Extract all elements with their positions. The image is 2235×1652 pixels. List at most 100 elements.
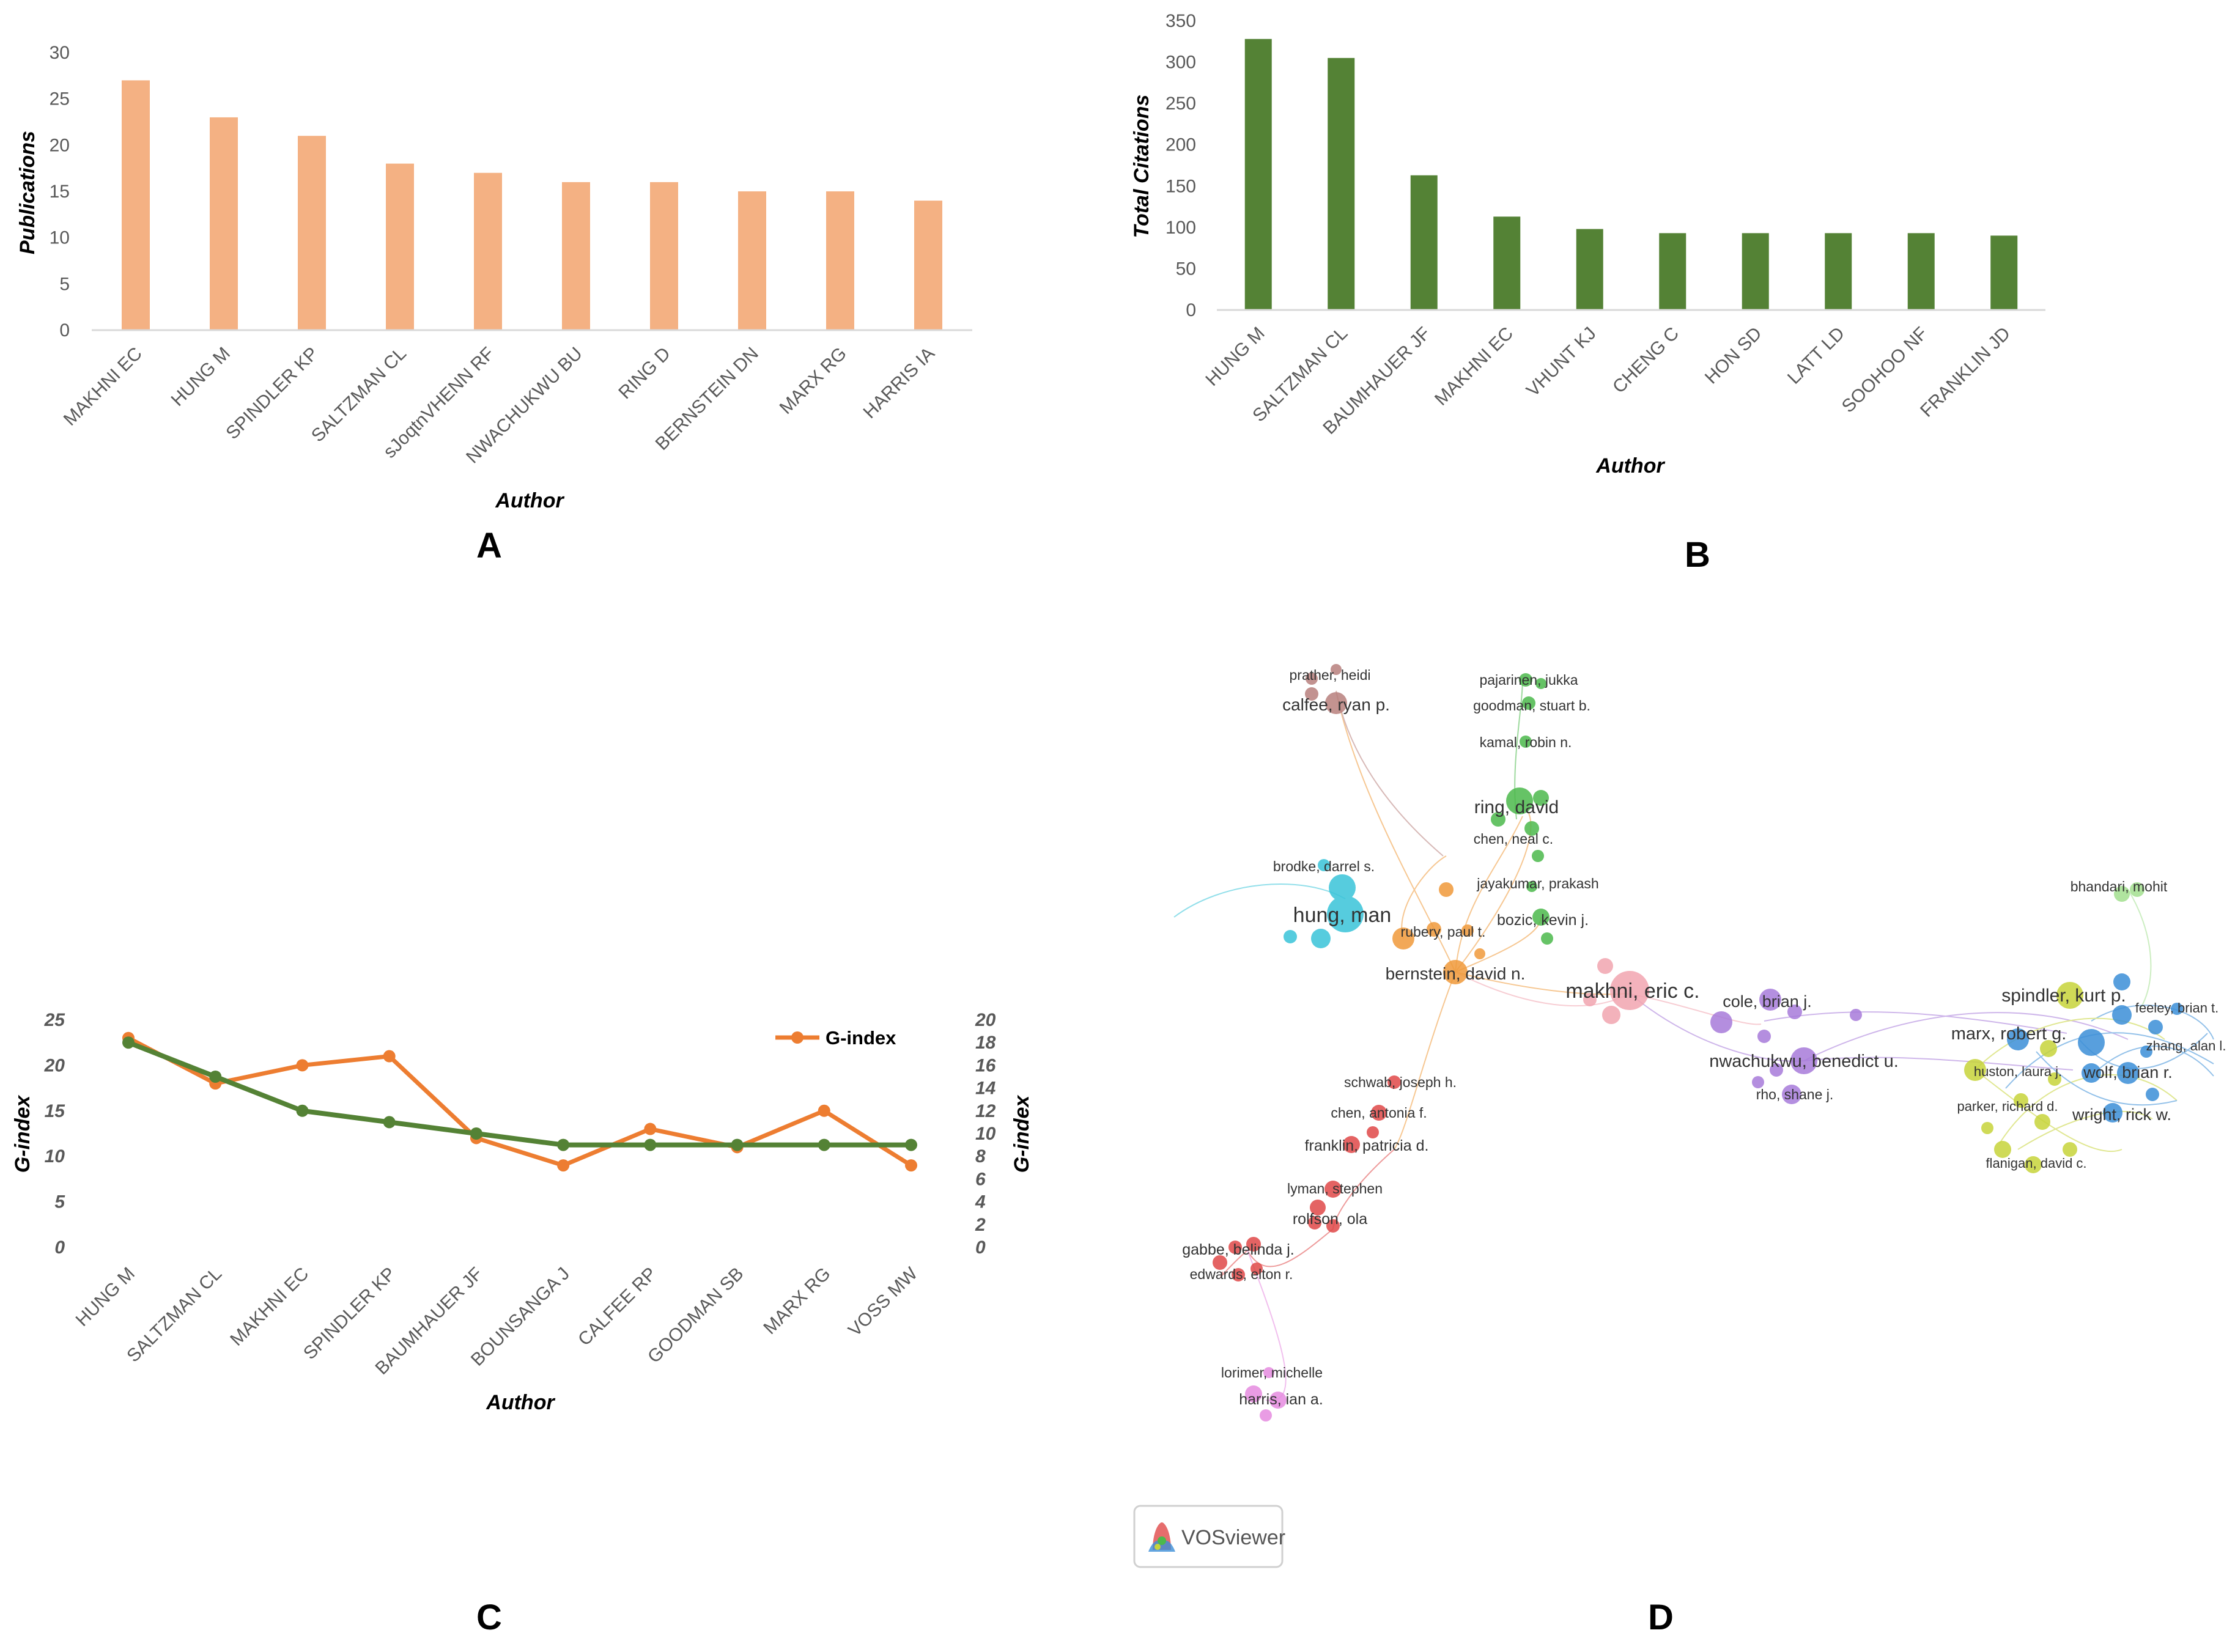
node [1602,1006,1620,1024]
b-bar [1742,233,1769,310]
b-x-axis-title: Author [1595,454,1665,478]
b-y-tick: 200 [1166,135,1196,155]
node [1318,859,1330,871]
a-x-tick: MAKHNI EC [60,344,146,430]
node-label: lorimer, michelle [1221,1365,1323,1381]
node [1387,1075,1401,1089]
c-point-secondary [296,1104,309,1117]
node-label: nwachukwu, benedict u. [1709,1052,1899,1071]
node [1461,924,1474,937]
a-panel-label: A [476,526,502,566]
node [2056,982,2083,1009]
a-bar [562,182,590,330]
edge [1335,690,1456,973]
a-bar [210,117,238,330]
a-y-tick: 15 [50,182,70,202]
b-x-tick: VHUNT KJ [1523,323,1600,401]
node-label: huston, laura j. [1974,1064,2062,1079]
edge [1173,883,1346,918]
node [1427,922,1441,937]
node [1532,909,1550,926]
node [1964,1059,1986,1081]
c-legend-label: G-index [826,1027,896,1049]
node [1331,664,1342,675]
d-panel-label: D [1648,1598,1674,1637]
c-point-gindex [383,1050,396,1063]
node [1306,673,1318,685]
node [1782,1085,1801,1104]
b-bar [1907,233,1935,310]
edge [1247,1228,1334,1267]
node [1250,1263,1263,1275]
a-bar [650,182,678,330]
node-label: rubery, paul t. [1401,924,1486,940]
node-label: jayakumar, prakash [1476,876,1598,891]
node [1246,1237,1261,1252]
node [1770,1063,1783,1077]
b-y-tick: 150 [1166,176,1196,196]
node-label: kamal, robin n. [1480,734,1572,750]
c-y2-tick: 2 [975,1215,986,1235]
a-bar [738,191,766,330]
node [1790,1047,1817,1074]
vosviewer-logo-icon [1148,1522,1175,1552]
edge [1335,690,1444,857]
node [1327,896,1364,932]
b-x-tick: FRANKLIN JD [1916,323,2014,421]
c-y-tick: 20 [44,1055,65,1075]
c-x-tick: MARX RG [759,1264,834,1338]
a-bar [122,80,150,330]
node [1757,1030,1771,1043]
b-y-tick: 100 [1166,218,1196,238]
node [2040,1040,2057,1057]
node-label: rho, shane j. [1756,1086,1834,1102]
node [1311,929,1331,948]
b-bar [1990,235,2018,310]
node-label: pajarinen, jukka [1479,672,1578,688]
b-bar [1493,216,1521,310]
node [1439,882,1454,897]
b-bar [1576,229,1603,310]
node-label: bozic, kevin j. [1497,912,1589,929]
c-x-tick: VOSS MW [844,1263,922,1340]
node [2148,1020,2163,1034]
node [1759,989,1781,1011]
a-x-tick: HARRIS IA [860,344,939,422]
node-label: flanigan, david c. [1986,1156,2086,1171]
c-legend-marker [791,1031,803,1044]
b-y-axis-title: Total Citations [1130,95,1153,238]
edge [1764,1011,2067,1034]
network-labels: prather, heidi calfee, ryan p. pajarinen… [1182,667,2226,1408]
a-x-tick: SPINDLER KP [222,344,322,444]
node [1535,678,1546,689]
b-x-tick: LATT LD [1784,323,1849,388]
node [1263,1367,1274,1378]
b-bar [1244,39,1272,310]
node-label: wolf, brian r. [2083,1063,2173,1082]
edge [2091,1045,2214,1077]
c-point-secondary [818,1138,830,1151]
node-label: makhni, eric c. [1565,979,1699,1003]
node [2114,886,2130,902]
b-y-tick: 0 [1186,300,1196,320]
edge [2017,1111,2153,1150]
node-label: gabbe, belinda j. [1182,1241,1294,1258]
node [1310,1200,1326,1215]
node [1371,1105,1387,1121]
node [1710,1011,1732,1033]
node [2078,1029,2105,1056]
c-y-tick: 10 [45,1146,65,1167]
b-x-tick: MAKHNI EC [1431,323,1517,410]
node-label: calfee, ryan p. [1282,695,1390,714]
node-label: chen, antonia f. [1331,1105,1427,1121]
c-x-tick: CALFEE RP [574,1264,660,1350]
node [1610,971,1649,1010]
panel-d-coauthor-network: prather, heidi calfee, ryan p. pajarinen… [1133,664,2226,1637]
a-bar [474,172,502,330]
c-y-tick: 0 [54,1237,65,1258]
a-y-tick: 30 [50,43,70,63]
node-label: franklin, patricia d. [1305,1137,1429,1154]
node [1583,993,1597,1006]
node [1392,927,1414,950]
